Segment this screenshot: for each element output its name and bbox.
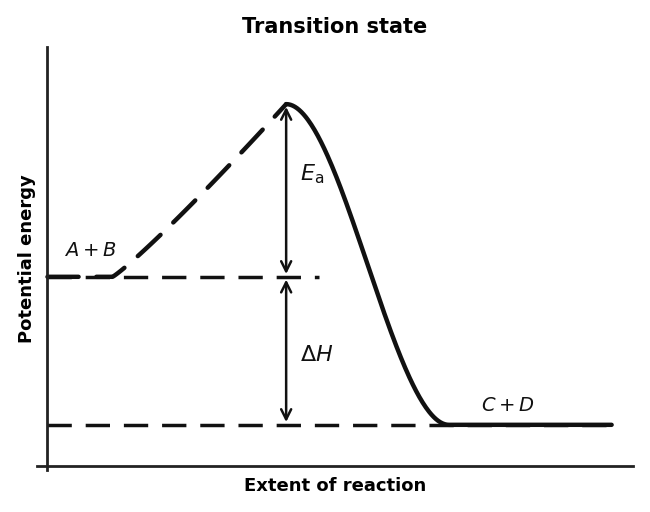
Text: $C + D$: $C + D$: [482, 396, 535, 415]
Text: $\Delta H$: $\Delta H$: [300, 345, 333, 365]
Y-axis label: Potential energy: Potential energy: [18, 174, 36, 343]
X-axis label: Extent of reaction: Extent of reaction: [244, 477, 426, 495]
Text: $E_{\mathrm{a}}$: $E_{\mathrm{a}}$: [300, 162, 324, 186]
Text: $A + B$: $A + B$: [64, 241, 116, 261]
Title: Transition state: Transition state: [242, 17, 428, 37]
